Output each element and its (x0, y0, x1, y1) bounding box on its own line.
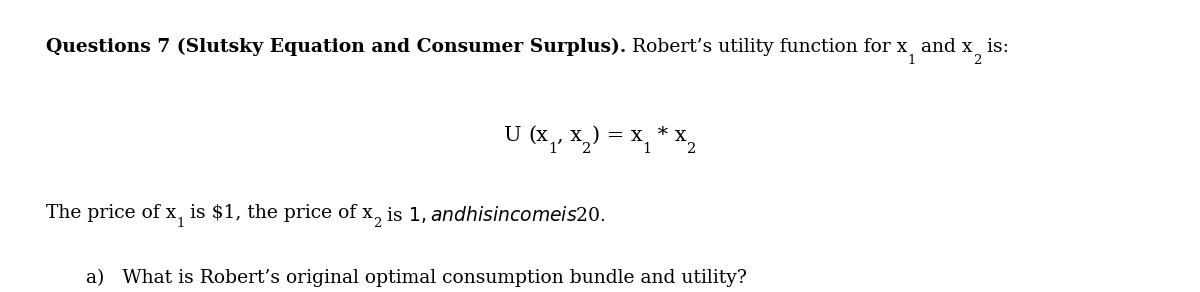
Text: Robert’s utility function for x: Robert’s utility function for x (626, 38, 907, 56)
Text: = x: = x (600, 126, 642, 145)
Text: (x: (x (528, 126, 548, 145)
Text: ): ) (592, 126, 600, 145)
Text: U: U (504, 126, 528, 145)
Text: is $1, the price of x: is $1, the price of x (185, 204, 373, 223)
Text: 2: 2 (686, 142, 696, 156)
Text: 1: 1 (548, 142, 557, 156)
Text: 2: 2 (582, 142, 592, 156)
Text: 2: 2 (973, 54, 982, 67)
Text: is $1, and his income is $20.: is $1, and his income is $20. (382, 204, 606, 225)
Text: a)   What is Robert’s original optimal consumption bundle and utility?: a) What is Robert’s original optimal con… (86, 269, 748, 287)
Text: Questions 7 (Slutsky Equation and Consumer Surplus).: Questions 7 (Slutsky Equation and Consum… (46, 38, 626, 56)
Text: 1: 1 (176, 217, 185, 230)
Text: 1: 1 (907, 54, 916, 67)
Text: 1: 1 (642, 142, 652, 156)
Text: 2: 2 (373, 217, 382, 230)
Text: * x: * x (652, 126, 686, 145)
Text: The price of x: The price of x (46, 204, 176, 223)
Text: , x: , x (557, 126, 582, 145)
Text: is:: is: (982, 38, 1009, 56)
Text: and x: and x (916, 38, 973, 56)
